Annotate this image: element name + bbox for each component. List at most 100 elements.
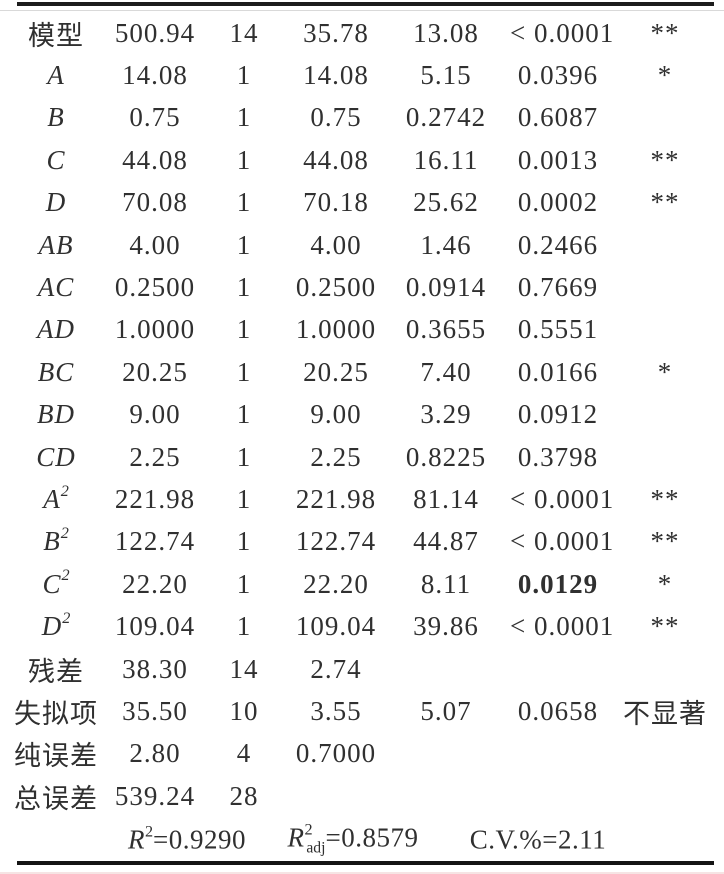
table-row: 失拟项 35.50 10 3.55 5.07 0.0658 不显著: [0, 690, 724, 732]
table-row: B2 122.74 1 122.74 44.87 < 0.0001 **: [0, 521, 724, 563]
mean-square-cell: 2.74: [310, 653, 362, 684]
degrees-of-freedom-cell: 1: [236, 356, 252, 387]
p-value-cell: 0.0129: [517, 568, 599, 599]
table-row: AB 4.00 1 4.00 1.46 0.2466: [0, 224, 724, 266]
term-label: D2: [41, 608, 71, 642]
f-value-cell: 0.2742: [405, 102, 487, 133]
sum-of-squares-cell: 221.98: [114, 483, 196, 514]
sum-of-squares-cell: 539.24: [114, 780, 196, 811]
f-value-cell: 7.40: [420, 356, 472, 387]
mean-square-cell: 4.00: [310, 229, 362, 260]
mean-square-cell: 109.04: [295, 611, 377, 642]
adjusted-r-squared-stat: R2adj=0.8579: [287, 819, 419, 857]
term-label: B: [47, 102, 65, 133]
degrees-of-freedom-cell: 1: [236, 102, 252, 133]
degrees-of-freedom-cell: 14: [229, 17, 259, 48]
f-value-cell: [382, 733, 510, 775]
term-label: CD: [36, 441, 76, 472]
table-row: A2 221.98 1 221.98 81.14 < 0.0001 **: [0, 478, 724, 520]
p-value-cell: < 0.0001: [510, 611, 615, 642]
term-label: 总误差: [14, 783, 98, 814]
term-cell: 残差: [0, 648, 112, 690]
mean-square-cell: 0.7000: [295, 738, 377, 769]
f-value-cell: 44.87: [413, 526, 479, 557]
mean-square-cell: 35.78: [303, 17, 369, 48]
term-cell: A2: [0, 478, 112, 520]
f-value-cell: 39.86: [413, 611, 479, 642]
significance-cell: [606, 394, 724, 436]
sum-of-squares-cell: 0.2500: [114, 272, 196, 303]
significance-cell: *: [657, 60, 673, 91]
bottom-edge-artifact: [0, 872, 724, 874]
adjusted-r-squared-symbol: R: [287, 822, 305, 853]
sum-of-squares-cell: 44.08: [122, 144, 188, 175]
p-value-cell: 0.2466: [517, 229, 599, 260]
significance-cell: [606, 309, 724, 351]
table-bottom-rule: [17, 861, 714, 865]
term-label: BC: [37, 356, 75, 387]
degrees-of-freedom-cell: 1: [236, 314, 252, 345]
term-label: 纯误差: [14, 741, 98, 772]
p-value-cell: [510, 733, 606, 775]
table-row: BD 9.00 1 9.00 3.29 0.0912: [0, 394, 724, 436]
table-row: AC 0.2500 1 0.2500 0.0914 0.7669: [0, 266, 724, 308]
degrees-of-freedom-cell: 14: [229, 653, 259, 684]
mean-square-cell: 22.20: [303, 568, 369, 599]
f-value-cell: 25.62: [413, 187, 479, 218]
sum-of-squares-cell: 35.50: [122, 695, 188, 726]
degrees-of-freedom-cell: 1: [236, 60, 252, 91]
term-cell: 失拟项: [0, 690, 112, 732]
term-label: A2: [43, 481, 69, 514]
term-cell: AC: [0, 266, 112, 308]
term-cell: C: [0, 139, 112, 181]
r-squared-stat: R2=0.9290: [127, 822, 247, 855]
term-cell: A: [0, 54, 112, 96]
f-value-cell: 3.29: [420, 399, 472, 430]
degrees-of-freedom-cell: 1: [236, 441, 252, 472]
sum-of-squares-cell: 0.75: [129, 102, 181, 133]
f-value-cell: [382, 775, 510, 817]
table-row: B 0.75 1 0.75 0.2742 0.6087: [0, 97, 724, 139]
mean-square-cell: 221.98: [295, 483, 377, 514]
table-row: 纯误差 2.80 4 0.7000: [0, 733, 724, 775]
significance-cell: [606, 266, 724, 308]
significance-cell: **: [650, 611, 680, 642]
significance-cell: [606, 648, 724, 690]
f-value-cell: 16.11: [413, 144, 479, 175]
mean-square-cell: 3.55: [310, 695, 362, 726]
degrees-of-freedom-cell: 1: [236, 144, 252, 175]
sum-of-squares-cell: 22.20: [122, 568, 188, 599]
mean-square-cell: 20.25: [303, 356, 369, 387]
term-cell: D2: [0, 605, 112, 647]
degrees-of-freedom-cell: 1: [236, 229, 252, 260]
degrees-of-freedom-cell: 1: [236, 272, 252, 303]
sum-of-squares-cell: 122.74: [114, 526, 196, 557]
mean-square-cell: 122.74: [295, 526, 377, 557]
term-cell: C2: [0, 563, 112, 605]
p-value-cell: 0.3798: [517, 441, 599, 472]
term-label: C: [46, 144, 66, 175]
term-cell: AD: [0, 309, 112, 351]
term-cell: 纯误差: [0, 733, 112, 775]
p-value-cell: 0.6087: [517, 102, 599, 133]
cv-percent-stat: C.V.%=2.11: [469, 824, 607, 855]
sum-of-squares-cell: 20.25: [122, 356, 188, 387]
table-row: C 44.08 1 44.08 16.11 0.0013 **: [0, 139, 724, 181]
mean-square-cell: 0.2500: [295, 272, 377, 303]
p-value-cell: 0.0166: [517, 356, 599, 387]
p-value-cell: 0.0002: [517, 187, 599, 218]
p-value-cell: [510, 775, 606, 817]
p-value-cell: 0.0658: [517, 695, 599, 726]
table-row: 总误差 539.24 28: [0, 775, 724, 817]
term-label: 残差: [28, 656, 84, 687]
term-label: 失拟项: [14, 698, 98, 729]
term-cell: BC: [0, 351, 112, 393]
table-row: 残差 38.30 14 2.74: [0, 648, 724, 690]
significance-cell: [606, 224, 724, 266]
term-cell: D: [0, 182, 112, 224]
degrees-of-freedom-cell: 28: [229, 780, 259, 811]
f-value-cell: 81.14: [413, 483, 479, 514]
significance-cell: [606, 733, 724, 775]
sum-of-squares-cell: 500.94: [114, 17, 196, 48]
p-value-cell: < 0.0001: [510, 526, 615, 557]
